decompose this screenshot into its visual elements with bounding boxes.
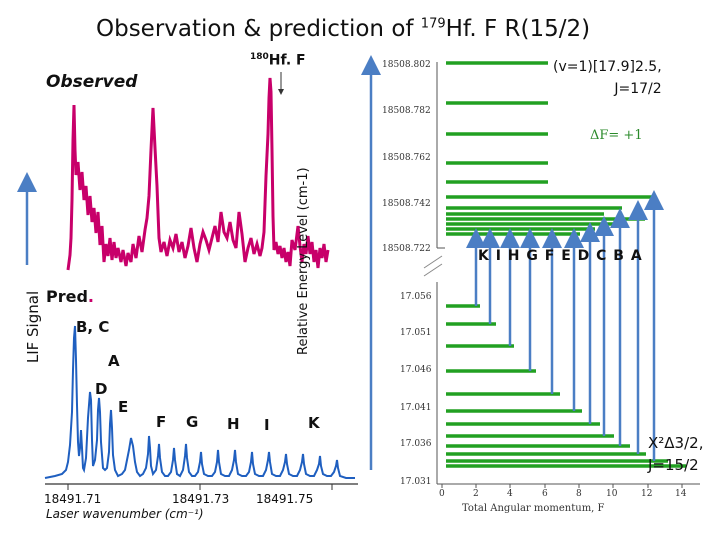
- title-isotope: 179: [420, 16, 446, 32]
- x-axis-label: Laser wavenumber (cm⁻¹): [46, 507, 204, 521]
- title-rest: Hf. F R(15/2): [445, 16, 591, 42]
- predicted-spectrum: [44, 325, 355, 479]
- lower-tick-5: 17.036: [400, 439, 432, 449]
- energy-axis-label: Relative Energy Level (cm-1): [296, 167, 311, 355]
- peak-label-g: G: [186, 413, 199, 431]
- f-tick-8: 8: [576, 489, 582, 499]
- upper-tick-1: 18508.802: [382, 60, 431, 70]
- peak-label-d: D: [95, 380, 108, 398]
- pred-label: Pred.: [46, 287, 94, 306]
- delta-f-label: ΔF= +1: [590, 128, 643, 143]
- f-tick-2: 2: [473, 489, 479, 499]
- peak-label-a: A: [108, 352, 120, 370]
- upper-state-label: (v=1)[17.9]2.5, J=17/2: [553, 59, 662, 97]
- peak-label-i: I: [264, 416, 270, 434]
- transition-arrows: [466, 190, 664, 461]
- lower-state-label: X²Δ3/2, J=15/2: [648, 434, 704, 474]
- lower-tick-1: 17.056: [400, 292, 432, 302]
- lower-tick-6: 17.031: [400, 477, 432, 487]
- peak-label-e: E: [118, 398, 129, 416]
- observed-spectrum: [66, 77, 330, 271]
- slide-title: Observation & prediction of 179Hf. F R(1…: [96, 16, 590, 42]
- f-axis-label: Total Angular momentum, F: [462, 503, 605, 514]
- f-tick-14: 14: [675, 489, 687, 499]
- x-tick-1: 18491.71: [44, 492, 102, 506]
- peak-label-bc: B, C: [76, 318, 110, 336]
- observed-label: Observed: [46, 72, 138, 92]
- lower-tick-3: 17.046: [400, 365, 432, 375]
- upper-tick-3: 18508.762: [382, 153, 431, 163]
- lower-tick-4: 17.041: [400, 403, 432, 413]
- x-tick-3: 18491.75: [256, 492, 314, 506]
- upper-tick-5: 18508.722: [382, 244, 431, 254]
- hf180-label: 180Hf. F: [250, 52, 306, 69]
- f-tick-6: 6: [542, 489, 548, 499]
- upper-tick-2: 18508.782: [382, 106, 431, 116]
- f-tick-0: 0: [439, 489, 445, 499]
- upper-tick-4: 18508.742: [382, 199, 431, 209]
- lower-levels: [446, 304, 686, 468]
- peak-label-f: F: [156, 413, 167, 431]
- peak-label-k: K: [308, 414, 320, 432]
- lower-tick-2: 17.051: [400, 328, 432, 338]
- title-text: Observation & prediction of: [96, 16, 421, 42]
- f-tick-10: 10: [606, 489, 618, 499]
- f-tick-4: 4: [507, 489, 513, 499]
- x-tick-2: 18491.73: [172, 492, 230, 506]
- peak-label-h: H: [227, 415, 240, 433]
- f-tick-12: 12: [641, 489, 653, 499]
- transition-letters: K I H G F E D C B A: [478, 248, 643, 264]
